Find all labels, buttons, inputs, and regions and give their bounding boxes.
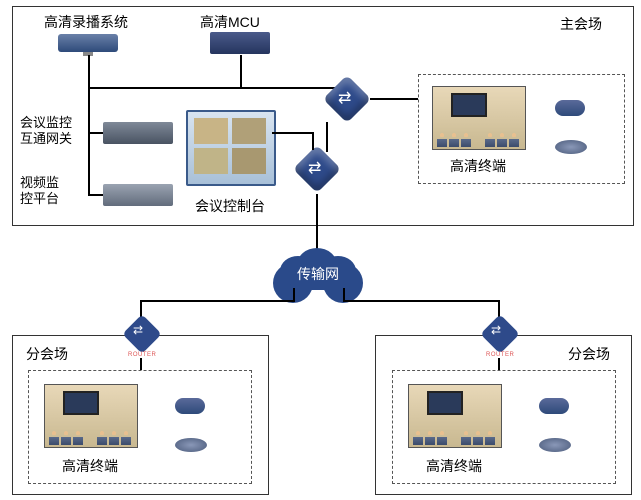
line-platform-h — [88, 194, 103, 196]
platform-icon — [103, 184, 173, 206]
line-switch-to-cloud — [316, 194, 318, 254]
sub-venue-left-title: 分会场 — [26, 344, 68, 364]
main-terminal-label: 高清终端 — [450, 156, 506, 176]
line-top-h — [88, 87, 348, 89]
line-sub-right-router-v — [498, 358, 500, 370]
recorder-icon — [58, 34, 118, 52]
sub-right-terminal-scene — [408, 384, 502, 448]
transport-cloud: 传输网 — [288, 258, 348, 290]
line-cloud-left-up — [293, 288, 295, 302]
line-recorder-v — [88, 55, 90, 87]
gateway-icon — [103, 122, 173, 144]
sub-right-camera-icon — [539, 398, 569, 414]
console-icon — [186, 110, 276, 186]
main-terminal-scene — [432, 86, 526, 150]
sub-left-mic-icon — [175, 438, 207, 452]
sub-left-camera-icon — [175, 398, 205, 414]
sub-right-terminal-label: 高清终端 — [426, 456, 482, 476]
mcu-label: 高清MCU — [200, 12, 260, 32]
platform-label-2: 控平台 — [20, 188, 59, 207]
line-console-h — [272, 132, 312, 134]
transport-label: 传输网 — [297, 264, 339, 284]
line-mcu-v — [240, 55, 242, 87]
line-left-v — [88, 89, 90, 194]
mcu-icon — [210, 32, 270, 54]
line-between-switches — [326, 122, 328, 152]
line-cloud-right-up — [343, 288, 345, 302]
line-cloud-left-h — [140, 300, 295, 302]
sub-left-router-label: ROUTER — [128, 352, 156, 358]
main-terminal-camera-icon — [555, 100, 585, 116]
sub-left-terminal-scene — [44, 384, 138, 448]
line-sub-left-router-v — [140, 358, 142, 370]
sub-venue-right-title: 分会场 — [568, 344, 610, 364]
line-switch-to-terminal — [370, 98, 418, 100]
recorder-label: 高清录播系统 — [44, 12, 128, 32]
console-label: 会议控制台 — [195, 196, 265, 216]
line-cloud-right-h — [345, 300, 500, 302]
sub-right-router-label: ROUTER — [486, 352, 514, 358]
main-terminal-mic-icon — [555, 140, 587, 154]
gateway-label-2: 互通网关 — [20, 128, 72, 147]
line-console-to-switch — [312, 132, 314, 150]
sub-right-mic-icon — [539, 438, 571, 452]
sub-left-terminal-label: 高清终端 — [62, 456, 118, 476]
line-gateway-h — [88, 132, 103, 134]
main-venue-title: 主会场 — [560, 14, 602, 34]
